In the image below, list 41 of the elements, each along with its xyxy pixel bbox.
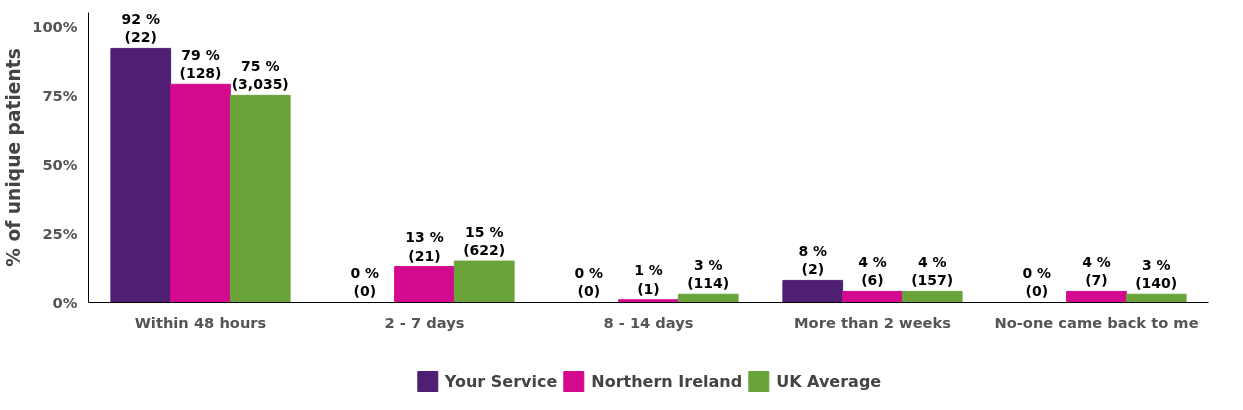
legend-label: Northern Ireland	[591, 371, 743, 391]
bar	[394, 266, 455, 303]
bar	[842, 290, 903, 303]
data-label: 4 % (6)	[858, 254, 887, 289]
bar	[618, 299, 679, 303]
bar	[677, 293, 739, 303]
y-tick-label: 75%	[42, 86, 78, 104]
x-tick-label: 2 - 7 days	[384, 313, 465, 331]
legend-label: Your Service	[444, 371, 558, 391]
x-tick-label: Within 48 hours	[134, 313, 267, 331]
y-tick-label: 25%	[42, 224, 78, 242]
y-tick-label: 100%	[32, 17, 78, 35]
bar	[782, 279, 844, 303]
data-label: 92 % (22)	[121, 11, 160, 46]
y-tick-label: 50%	[42, 155, 78, 173]
data-label: 0 % (0)	[1022, 265, 1052, 300]
data-label: 4 % (157)	[911, 254, 954, 289]
bar	[170, 83, 231, 303]
legend-label: UK Average	[776, 371, 882, 391]
bar	[1066, 290, 1127, 303]
y-axis-title: % of unique patients	[3, 48, 25, 267]
bar	[453, 260, 515, 303]
data-label: 4 % (7)	[1082, 254, 1111, 289]
bar	[229, 94, 291, 303]
data-label: 79 % (128)	[179, 46, 222, 82]
data-label: 3 % (140)	[1135, 256, 1178, 292]
y-tick-label: 0%	[52, 294, 78, 311]
data-label: 0 % (0)	[350, 265, 380, 300]
data-label: 3 % (114)	[687, 256, 730, 292]
bar	[1125, 293, 1187, 303]
bar	[901, 290, 963, 303]
bar	[110, 47, 172, 303]
x-tick-label: More than 2 weeks	[794, 313, 952, 331]
data-label: 1 % (1)	[634, 262, 663, 297]
data-label: 0 % (0)	[574, 265, 604, 300]
data-label: 13 % (21)	[405, 229, 444, 264]
x-tick-label: 8 - 14 days	[603, 313, 694, 331]
x-tick-label: No-one came back to me	[994, 313, 1199, 331]
data-label: 15 % (622)	[463, 223, 506, 259]
data-label: 75 % (3,035)	[231, 57, 289, 93]
data-label: 8 % (2)	[798, 243, 828, 278]
